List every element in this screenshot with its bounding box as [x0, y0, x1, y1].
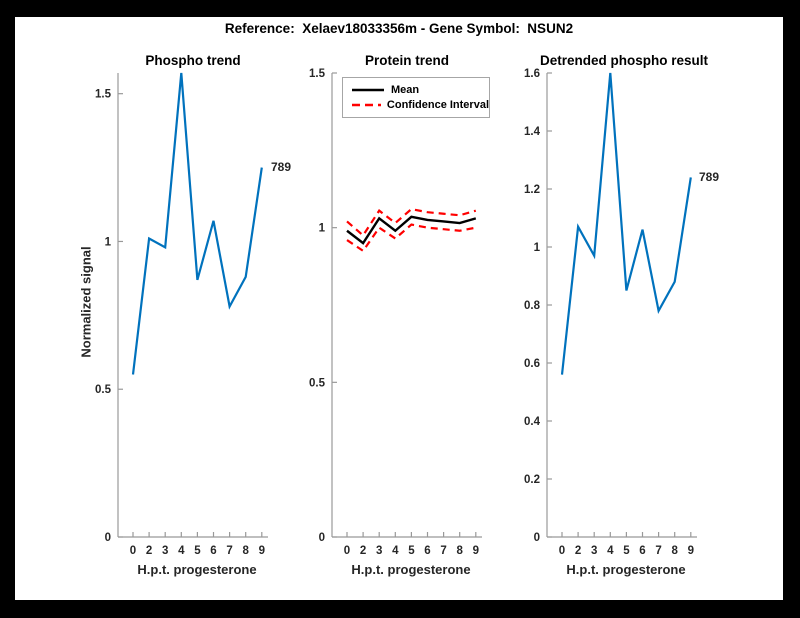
x-tick-label: 0 [559, 545, 565, 557]
y-tick-label: 1 [319, 223, 326, 235]
x-tick-label: 5 [623, 545, 630, 557]
y-tick-label: 1 [534, 242, 541, 254]
subplot2-x-axis-label: H.p.t. progesterone [351, 562, 471, 577]
series-phospho-signal [131, 72, 263, 375]
y-tick-label: 1.5 [309, 68, 326, 80]
series-mean [346, 215, 477, 245]
x-tick-label: 2 [575, 545, 581, 557]
x-tick-label: 0 [344, 545, 350, 557]
x-tick-label: 2 [146, 545, 152, 557]
x-tick-label: 3 [376, 545, 382, 557]
x-tick-label: 4 [607, 545, 614, 557]
y-tick-label: 1.2 [524, 184, 540, 196]
x-tick-label: 8 [242, 545, 249, 557]
y-tick-label: 0 [534, 532, 540, 544]
subplot1-x-axis-label: H.p.t. progesterone [137, 562, 257, 577]
y-tick-label: 0 [319, 532, 325, 544]
figure-title: Reference: Xelaev18033356m - Gene Symbol… [224, 21, 574, 36]
series-ci-upper [346, 207, 477, 238]
y-tick-label: 0.8 [524, 300, 541, 312]
x-tick-label: 8 [671, 545, 678, 557]
legend-row-mean: Mean [351, 84, 489, 96]
x-tick-label: 6 [424, 545, 430, 557]
x-tick-label: 9 [688, 545, 694, 557]
x-tick-label: 4 [392, 545, 399, 557]
y-tick-label: 1.6 [524, 68, 540, 80]
x-tick-label: 2 [360, 545, 366, 557]
legend-row-ci: Confidence Interval [351, 99, 489, 111]
legend-ci-label: Confidence Interval [386, 99, 489, 111]
endpoint-annotation-phospho: 789 [271, 160, 292, 174]
y-tick-label: 1.4 [524, 126, 541, 138]
y-tick-label: 0.2 [524, 474, 540, 486]
x-tick-label: 6 [210, 545, 216, 557]
y-tick-label: 1.5 [95, 89, 112, 101]
y-tick-label: 1 [105, 236, 112, 248]
y-tick-label: 0 [105, 532, 111, 544]
subplot3-x-axis-label: H.p.t. progesterone [566, 562, 686, 577]
y-tick-label: 0.4 [524, 416, 541, 428]
y-tick-label: 0.6 [524, 358, 540, 370]
x-tick-label: 5 [408, 545, 415, 557]
series-detrended-phospho [560, 72, 692, 375]
endpoint-annotation-detrended: 789 [699, 170, 720, 184]
figure-canvas: Reference: Xelaev18033356m - Gene Symbol… [15, 17, 783, 600]
legend-mean-line-sample [352, 88, 384, 92]
y-tick-label: 0.5 [95, 384, 112, 396]
subplot-3: 0 2 3 4 5 6 7 8 900.20.40.60.811.21.41.6 [524, 68, 697, 557]
series-ci-lower [346, 223, 477, 253]
y-tick-label: 0.5 [309, 377, 326, 389]
legend-ci-line-sample [352, 103, 381, 107]
x-tick-label: 8 [456, 545, 463, 557]
x-tick-label: 7 [226, 545, 232, 557]
x-tick-label: 9 [473, 545, 479, 557]
x-tick-label: 3 [591, 545, 597, 557]
subplot3-title: Detrended phospho result [539, 53, 709, 68]
subplot2-title: Protein trend [364, 53, 450, 68]
subplot-2: 0 2 3 4 5 6 7 8 900.511.5 [309, 68, 482, 557]
plots-svg: 0 2 3 4 5 6 7 8 900.511.50 2 3 4 5 6 7 8 900.511.50 2 3 4 5 6… [95, 68, 697, 557]
x-tick-label: 7 [655, 545, 661, 557]
x-tick-label: 9 [259, 545, 265, 557]
subplot1-title: Phospho trend [145, 53, 241, 68]
subplot-1: 0 2 3 4 5 6 7 8 900.511.5 [95, 72, 268, 557]
x-tick-label: 0 [130, 545, 136, 557]
legend-box: Mean Confidence Interval [342, 77, 490, 118]
x-tick-label: 3 [162, 545, 168, 557]
legend-mean-label: Mean [391, 84, 420, 96]
x-tick-label: 4 [178, 545, 185, 557]
x-tick-label: 5 [194, 545, 201, 557]
x-tick-label: 6 [639, 545, 645, 557]
x-tick-label: 7 [440, 545, 446, 557]
